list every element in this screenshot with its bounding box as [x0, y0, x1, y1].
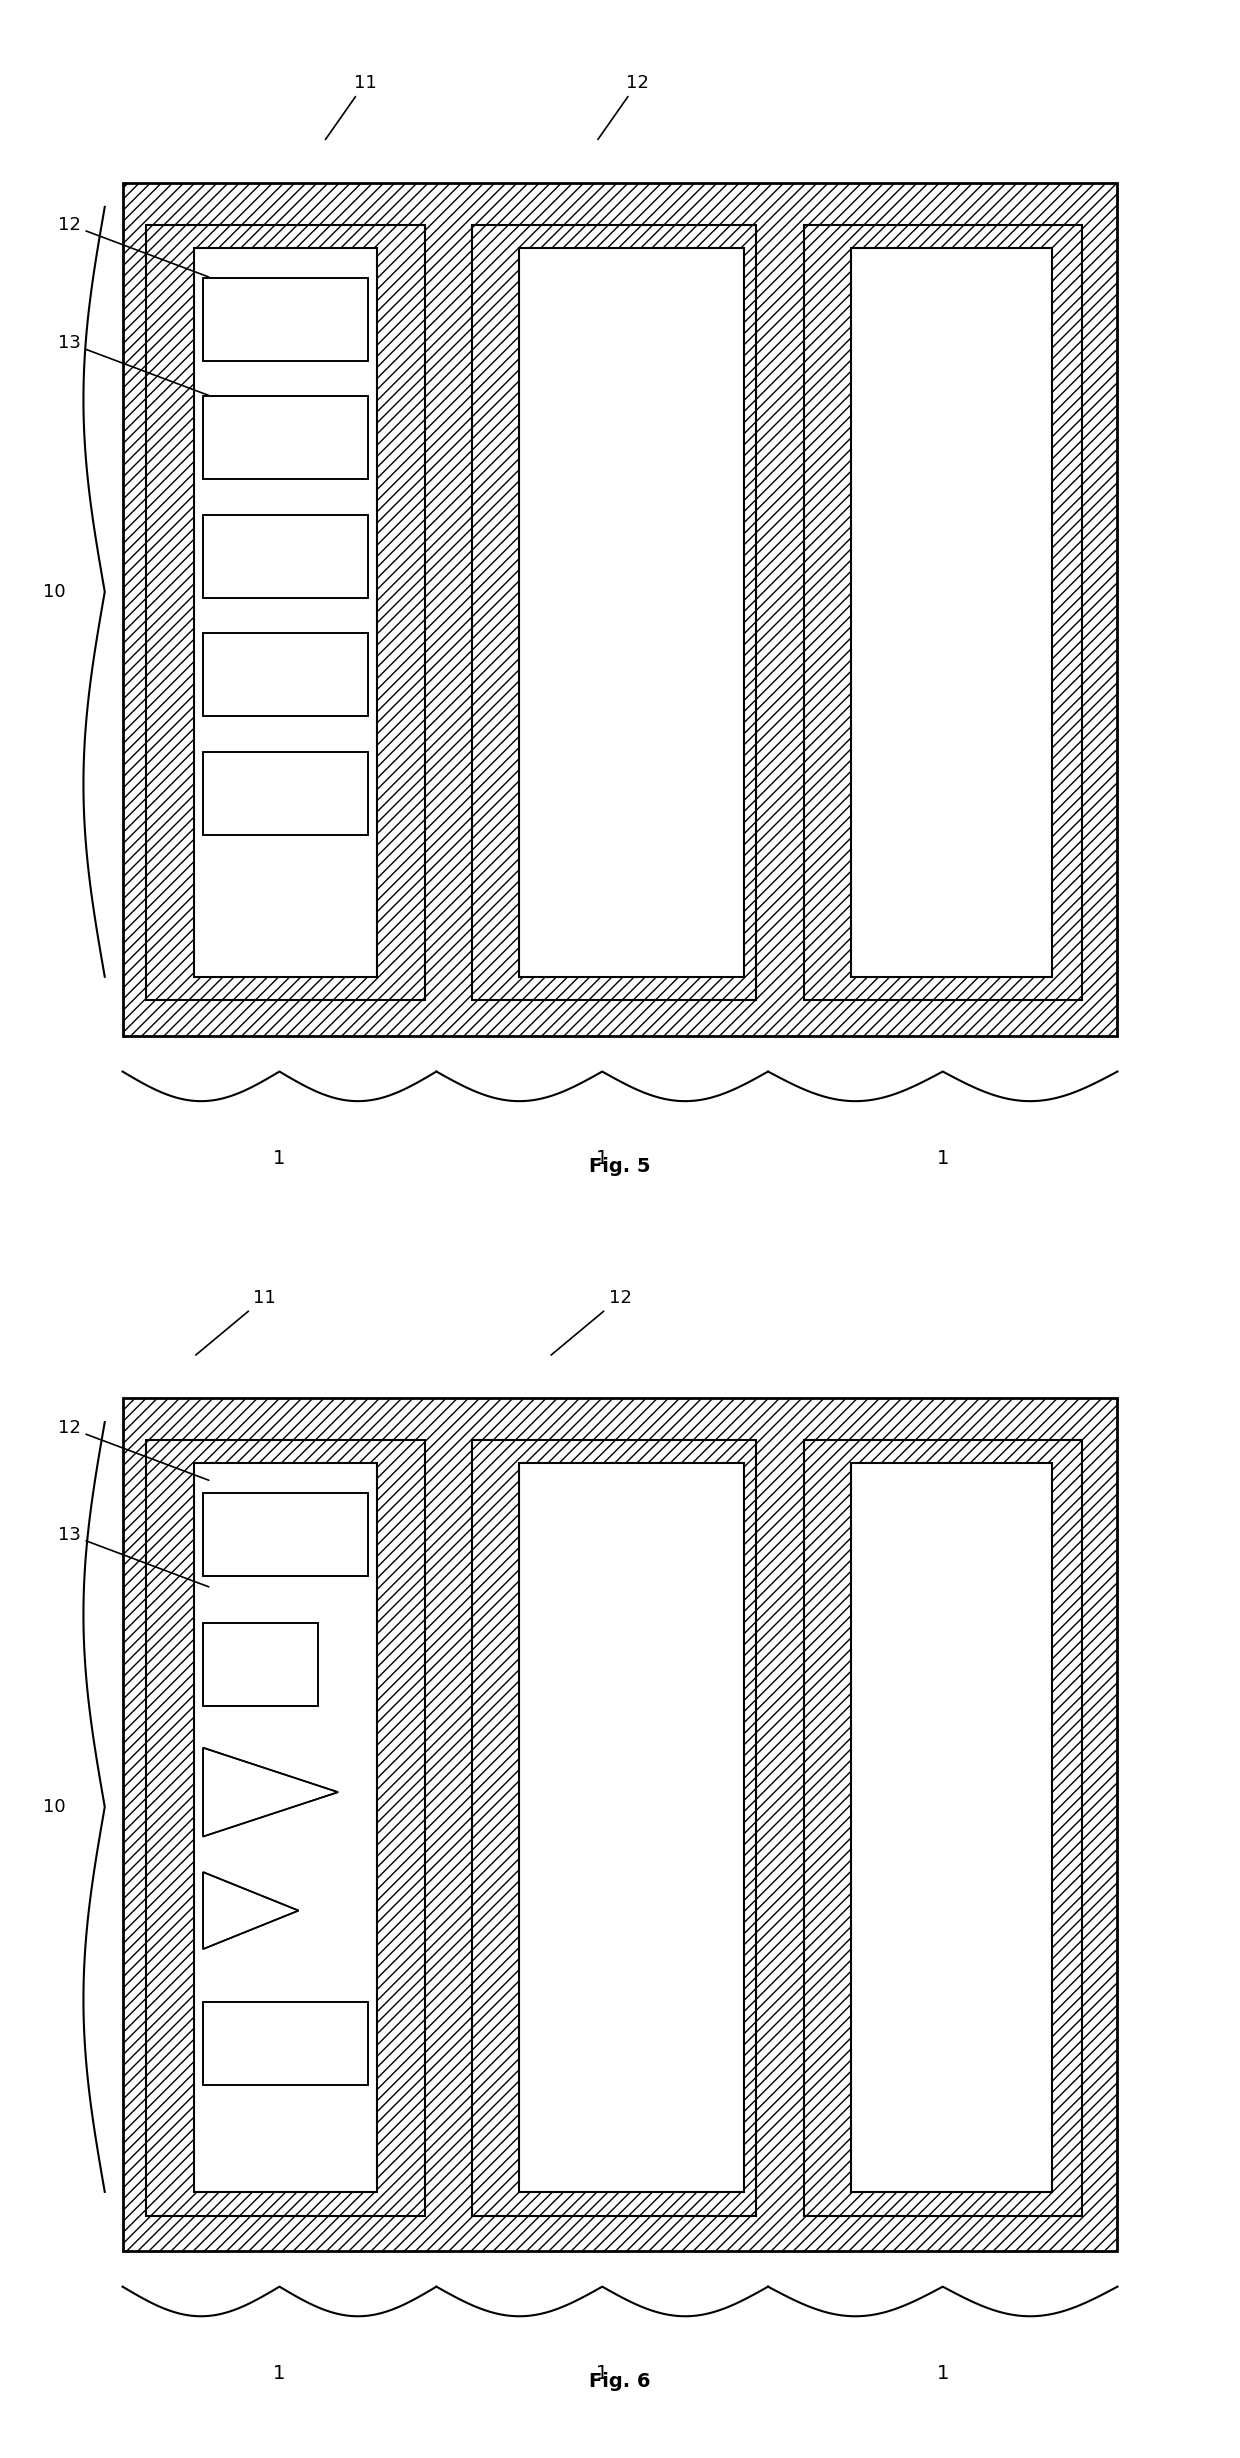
- Text: 1: 1: [936, 1148, 949, 1168]
- Text: Fig. 6: Fig. 6: [589, 2372, 651, 2392]
- Text: 12: 12: [58, 1418, 208, 1480]
- Bar: [146, 224, 424, 1000]
- Text: 1: 1: [596, 1148, 609, 1168]
- Bar: [472, 1440, 756, 2215]
- Text: 13: 13: [58, 334, 208, 396]
- Text: 12: 12: [58, 216, 208, 278]
- Text: 13: 13: [58, 1526, 208, 1588]
- Polygon shape: [203, 514, 368, 597]
- Polygon shape: [203, 2003, 368, 2084]
- Bar: [193, 248, 377, 976]
- Polygon shape: [203, 396, 368, 479]
- Polygon shape: [203, 278, 368, 361]
- Text: 10: 10: [42, 583, 66, 600]
- Text: 1: 1: [596, 2365, 609, 2382]
- Bar: [520, 1463, 744, 2193]
- Text: 12: 12: [598, 74, 650, 140]
- Bar: [193, 1463, 377, 2193]
- Text: Fig. 5: Fig. 5: [589, 1158, 651, 1175]
- Polygon shape: [203, 1492, 368, 1576]
- Text: 1: 1: [273, 2365, 285, 2382]
- Text: 10: 10: [42, 1797, 66, 1816]
- Bar: [851, 248, 1053, 976]
- Bar: [123, 1399, 1117, 2252]
- Text: 1: 1: [273, 1148, 285, 1168]
- Polygon shape: [203, 752, 368, 836]
- Bar: [804, 1440, 1083, 2215]
- Text: 1: 1: [936, 2365, 949, 2382]
- Polygon shape: [203, 634, 368, 715]
- Bar: [123, 184, 1117, 1035]
- Text: 11: 11: [325, 74, 377, 140]
- Bar: [472, 224, 756, 1000]
- Text: 12: 12: [551, 1288, 631, 1354]
- Text: 11: 11: [196, 1288, 277, 1354]
- Bar: [520, 248, 744, 976]
- Polygon shape: [203, 1873, 299, 1949]
- Polygon shape: [203, 1622, 319, 1706]
- Bar: [146, 1440, 424, 2215]
- Bar: [851, 1463, 1053, 2193]
- Bar: [804, 224, 1083, 1000]
- Polygon shape: [203, 1748, 339, 1836]
